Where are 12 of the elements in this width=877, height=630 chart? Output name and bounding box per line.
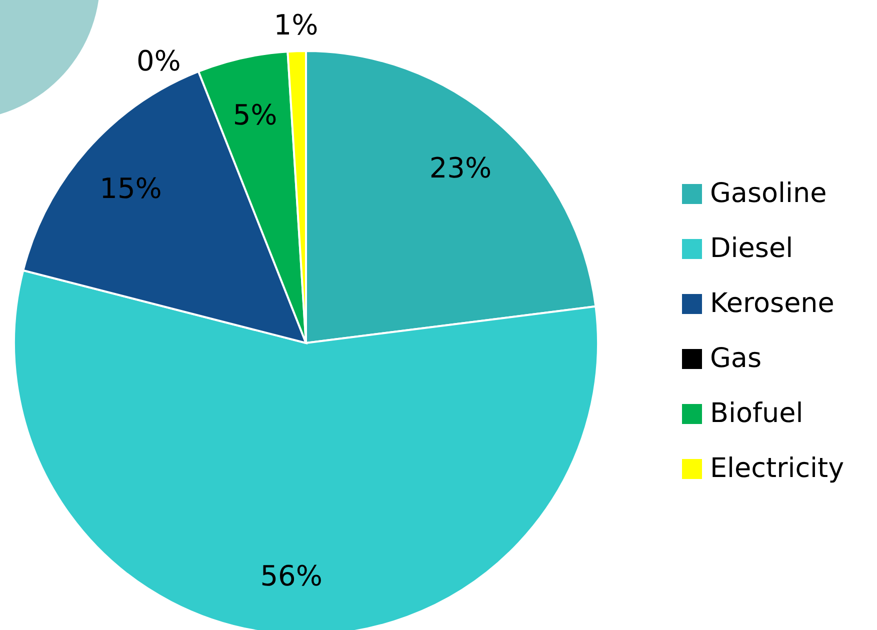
legend-label: Diesel (710, 233, 794, 264)
data-label: 15% (100, 172, 162, 206)
data-label: 5% (232, 98, 278, 132)
legend-label: Electricity (710, 453, 844, 484)
data-label: 23% (429, 151, 492, 184)
legend-label: Kerosene (710, 288, 834, 319)
text: 0% (136, 44, 181, 78)
legend-label: Gasoline (710, 178, 827, 209)
legend-label: Biofuel (710, 398, 804, 429)
legend-label: Gas (710, 343, 762, 374)
data-label: 1% (274, 8, 318, 42)
data-label: 56% (260, 560, 322, 593)
